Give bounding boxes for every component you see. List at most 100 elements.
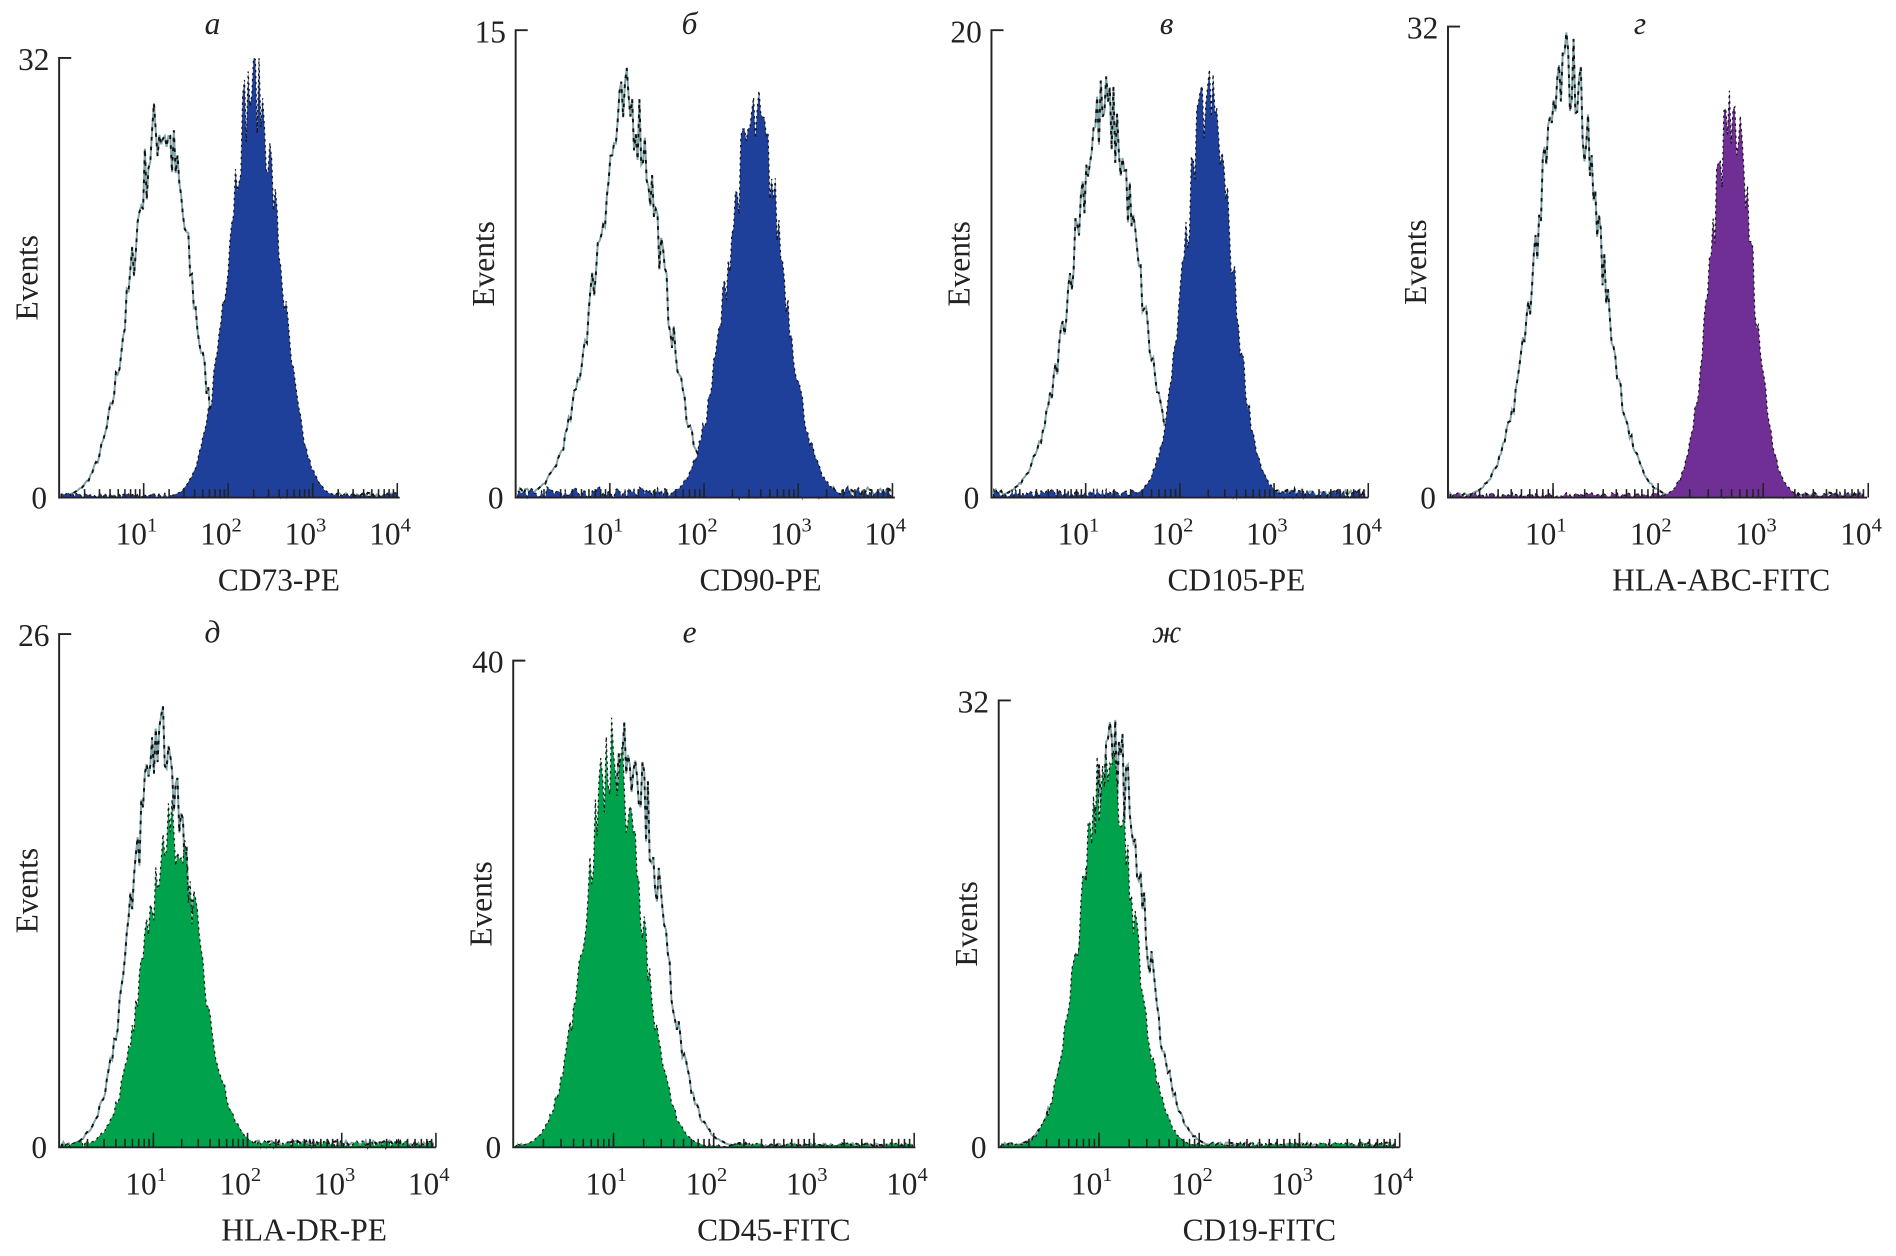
x-tick-base: 10 <box>1171 1166 1202 1201</box>
axes <box>512 659 916 1149</box>
panel-title: г <box>1634 6 1646 41</box>
outline-histogram-shadow <box>60 705 434 1150</box>
y-tick-label-min: 0 <box>1420 480 1436 515</box>
x-tick-label: 102 <box>1152 514 1194 551</box>
x-tick-label: 101 <box>125 1164 167 1201</box>
x-tick-label: 103 <box>1271 1164 1313 1201</box>
y-tick-label-min: 0 <box>485 1130 501 1165</box>
x-tick-exponent: 1 <box>1556 514 1566 536</box>
x-tick-exponent: 2 <box>251 1164 261 1186</box>
x-tick-base: 10 <box>1058 517 1089 552</box>
x-tick-label: 103 <box>770 514 812 551</box>
outline-histogram <box>1449 32 1864 500</box>
x-tick-base: 10 <box>1152 517 1183 552</box>
x-tick-base: 10 <box>125 1166 156 1201</box>
panel-title: ж <box>1152 614 1181 649</box>
x-tick-label: 104 <box>1340 514 1382 551</box>
x-tick-base: 10 <box>1246 517 1277 552</box>
x-tick-label: 102 <box>219 1164 261 1201</box>
panel-title: б <box>682 6 699 41</box>
panel-title: в <box>1160 6 1174 41</box>
x-tick-base: 10 <box>1525 517 1556 552</box>
x-tick-base: 10 <box>582 517 613 552</box>
x-tick-base: 10 <box>786 1166 817 1201</box>
outline-histogram-shadow <box>1449 32 1864 500</box>
x-tick-base: 10 <box>200 517 231 552</box>
filled-histogram <box>993 69 1366 500</box>
x-tick-base: 10 <box>1071 1166 1102 1201</box>
x-tick-base: 10 <box>770 517 801 552</box>
x-tick-exponent: 3 <box>316 514 326 536</box>
x-tick-exponent: 4 <box>1372 514 1382 536</box>
y-axis-label: Events <box>1398 219 1433 304</box>
y-axis-label: Events <box>9 235 44 320</box>
filled-histogram <box>60 56 398 499</box>
x-tick-base: 10 <box>864 517 895 552</box>
x-tick-exponent: 4 <box>918 1164 928 1186</box>
x-tick-label: 104 <box>408 1164 450 1201</box>
x-tick-exponent: 4 <box>1872 514 1882 536</box>
filled-histogram <box>515 717 913 1149</box>
x-tick-exponent: 1 <box>147 514 157 536</box>
y-tick-label-max: 20 <box>950 14 981 49</box>
x-tick-label: 102 <box>1171 1164 1213 1201</box>
x-tick-base: 10 <box>585 1166 616 1201</box>
y-tick-label-min: 0 <box>488 480 504 515</box>
x-tick-exponent: 2 <box>717 1164 727 1186</box>
x-tick-label: 103 <box>285 514 327 551</box>
y-axis-label: Events <box>949 881 984 966</box>
filled-histogram <box>1000 750 1397 1149</box>
x-tick-label: 103 <box>314 1164 356 1201</box>
x-tick-exponent: 3 <box>1767 514 1777 536</box>
x-tick-base: 10 <box>886 1166 917 1201</box>
x-tick-base: 10 <box>1735 517 1766 552</box>
x-tick-exponent: 3 <box>817 1164 827 1186</box>
filled-histogram <box>1449 90 1865 499</box>
panel-title: а <box>205 6 221 41</box>
x-tick-exponent: 4 <box>896 514 906 536</box>
x-tick-base: 10 <box>116 517 147 552</box>
x-tick-base: 10 <box>1372 1166 1403 1201</box>
x-tick-base: 10 <box>1840 517 1871 552</box>
filled-histogram <box>60 799 434 1149</box>
x-tick-label: 103 <box>786 1164 828 1201</box>
y-tick-label-max: 32 <box>1407 11 1438 46</box>
y-tick-label-min: 0 <box>31 480 47 515</box>
panel-title: е <box>683 614 697 649</box>
y-axis-label: Events <box>463 861 498 946</box>
x-tick-exponent: 3 <box>802 514 812 536</box>
axes <box>58 57 400 499</box>
x-tick-exponent: 1 <box>157 1164 167 1186</box>
y-tick-label-max: 15 <box>475 14 506 49</box>
x-tick-label: 104 <box>864 514 906 551</box>
x-axis-label: HLA-DR-PE <box>221 1212 387 1247</box>
x-tick-exponent: 3 <box>1277 514 1287 536</box>
x-tick-label: 102 <box>676 514 718 551</box>
x-tick-label: 104 <box>1840 514 1882 551</box>
x-axis-label: CD90-PE <box>700 563 822 598</box>
x-tick-exponent: 2 <box>1183 514 1193 536</box>
y-tick-label-min: 0 <box>964 480 980 515</box>
x-tick-label: 103 <box>1735 514 1777 551</box>
x-tick-label: 101 <box>1058 514 1100 551</box>
x-tick-base: 10 <box>686 1166 717 1201</box>
x-tick-exponent: 2 <box>1661 514 1671 536</box>
x-axis-label: CD105-PE <box>1168 563 1306 598</box>
x-tick-exponent: 3 <box>345 1164 355 1186</box>
x-tick-base: 10 <box>314 1166 345 1201</box>
x-tick-label: 104 <box>369 514 411 551</box>
x-axis-label: CD73-PE <box>218 563 340 598</box>
x-tick-label: 102 <box>200 514 242 551</box>
x-tick-exponent: 1 <box>1102 1164 1112 1186</box>
x-tick-exponent: 1 <box>617 1164 627 1186</box>
x-tick-label: 101 <box>116 514 158 551</box>
x-axis-label: HLA-ABC-FITC <box>1612 563 1830 598</box>
panel-title: д <box>205 614 221 649</box>
x-tick-label: 104 <box>886 1164 928 1201</box>
x-tick-label: 101 <box>1071 1164 1113 1201</box>
x-tick-base: 10 <box>369 517 400 552</box>
y-tick-label-max: 32 <box>18 42 49 77</box>
